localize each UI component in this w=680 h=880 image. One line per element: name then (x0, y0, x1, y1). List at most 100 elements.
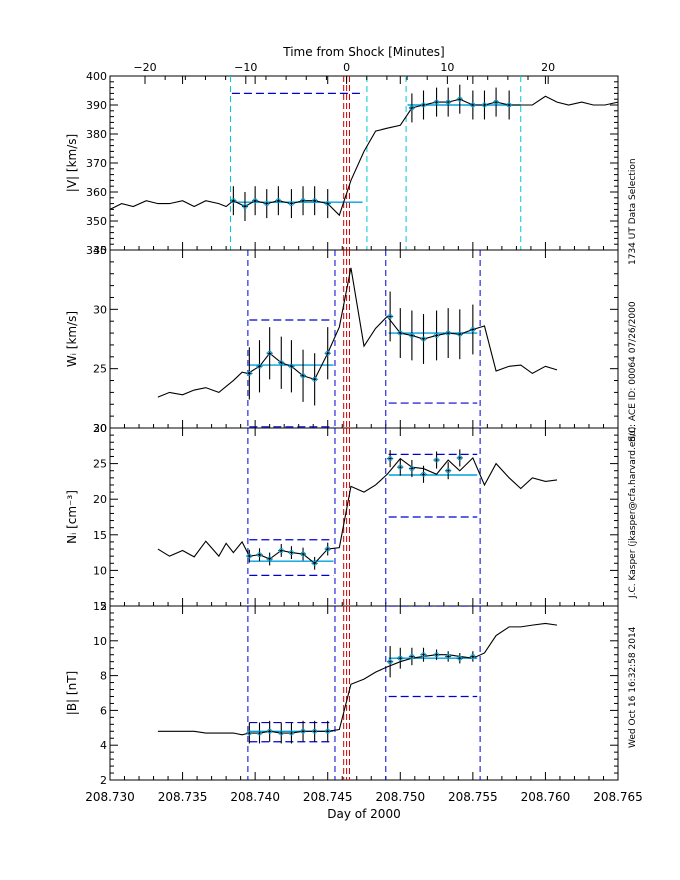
data-point (387, 313, 393, 319)
data-point (246, 553, 252, 559)
y-tick-label: 25 (93, 458, 107, 471)
data-point (457, 655, 463, 661)
data-point (409, 332, 415, 338)
y-tick-label: 20 (93, 493, 107, 506)
panel-frame (109, 75, 619, 251)
data-point (470, 653, 476, 659)
x-tick-label: 208.760 (521, 790, 571, 804)
data-point (434, 652, 440, 658)
panel-frame (109, 427, 619, 607)
panels-group: 340 350 360 370 380 390 400 |V| [km/s] −20 −10 0 10… (65, 61, 643, 804)
data-point (267, 728, 273, 734)
panel-plot-area (157, 606, 558, 780)
x-axis-title: Day of 2000 (327, 807, 400, 821)
panel-velocity: 340 350 360 370 380 390 400 |V| [km/s] −20 −10 0 10… (65, 61, 619, 257)
data-point (252, 198, 258, 204)
y-axis-title: |B| [nT] (65, 671, 79, 715)
data-point (288, 730, 294, 736)
data-point (421, 336, 427, 342)
data-point (312, 728, 318, 734)
panel-thermal-speed: 20 25 30 35 Wᵢ [km/s] (65, 244, 619, 435)
x-tick-label: 208.755 (448, 790, 498, 804)
data-point (312, 560, 318, 566)
panel-density: 5 10 15 20 25 30 Nᵢ [cm⁻³] (65, 422, 619, 613)
data-point (288, 201, 294, 207)
y-axis-title: Wᵢ [km/s] (65, 311, 79, 367)
data-point (409, 653, 415, 659)
data-point (409, 105, 415, 111)
top-tick-label: 10 (440, 61, 454, 74)
data-point (434, 99, 440, 105)
data-point (470, 102, 476, 108)
data-point (300, 551, 306, 557)
y-tick-label: 370 (86, 157, 107, 170)
top-tick-label: 20 (541, 61, 555, 74)
data-point (325, 350, 331, 356)
top-tick-label: 0 (343, 61, 350, 74)
data-point (470, 327, 476, 333)
data-point (288, 363, 294, 369)
data-point (256, 730, 262, 736)
data-point (457, 96, 463, 102)
y-tick-label: 2 (100, 774, 107, 787)
data-point (397, 655, 403, 661)
label-spacecraft: S/C: ACE ID: 00064 07/26/2000 (628, 301, 638, 442)
data-point (267, 556, 273, 562)
top-tick-label: −20 (133, 61, 156, 74)
data-series-line (157, 267, 558, 398)
data-point (421, 652, 427, 658)
label-selection: 1734 UT Data Selection (628, 158, 638, 265)
y-tick-label: 35 (93, 244, 107, 257)
data-point (325, 546, 331, 552)
y-tick-label: 30 (93, 422, 107, 435)
data-point (421, 471, 427, 477)
panel-frame (109, 605, 619, 781)
y-tick-label: 360 (86, 186, 107, 199)
x-tick-label: 208.750 (375, 790, 425, 804)
y-tick-label: 5 (100, 600, 107, 613)
data-point (434, 332, 440, 338)
label-timestamp: Wed Oct 16 16:32:58 2014 (628, 626, 638, 748)
top-axis-title: Time from Shock [Minutes] (282, 45, 444, 59)
x-tick-label: 208.735 (158, 790, 208, 804)
y-tick-label: 20 (93, 422, 107, 435)
data-point (312, 198, 318, 204)
panel-plot-area (110, 76, 618, 250)
data-point (445, 653, 451, 659)
data-point (288, 550, 294, 556)
data-point (267, 350, 273, 356)
x-tick-label: 208.765 (593, 790, 643, 804)
data-point (300, 373, 306, 379)
data-point (278, 730, 284, 736)
data-point (409, 466, 415, 472)
data-point (387, 659, 393, 665)
y-tick-label: 10 (93, 564, 107, 577)
data-point (421, 102, 427, 108)
data-point (230, 198, 236, 204)
panel-plot-area (157, 250, 558, 428)
data-point (457, 331, 463, 337)
data-point (256, 552, 262, 558)
y-tick-label: 8 (100, 670, 107, 683)
y-tick-label: 30 (93, 303, 107, 316)
data-point (312, 376, 318, 382)
y-tick-label: 15 (93, 529, 107, 542)
data-point (445, 99, 451, 105)
data-point (246, 730, 252, 736)
data-point (264, 201, 270, 207)
top-tick-label: −10 (234, 61, 257, 74)
x-tick-label: 208.745 (303, 790, 353, 804)
panel-plot-area (157, 428, 558, 606)
y-tick-label: 380 (86, 128, 107, 141)
data-point (242, 204, 248, 209)
y-tick-label: 10 (93, 635, 107, 648)
data-point (325, 201, 331, 207)
data-point (275, 198, 281, 204)
data-point (457, 455, 463, 461)
data-point (481, 102, 487, 108)
data-point (278, 360, 284, 366)
data-point (300, 728, 306, 734)
x-tick-label: 208.730 (85, 790, 135, 804)
y-tick-label: 400 (86, 70, 107, 83)
